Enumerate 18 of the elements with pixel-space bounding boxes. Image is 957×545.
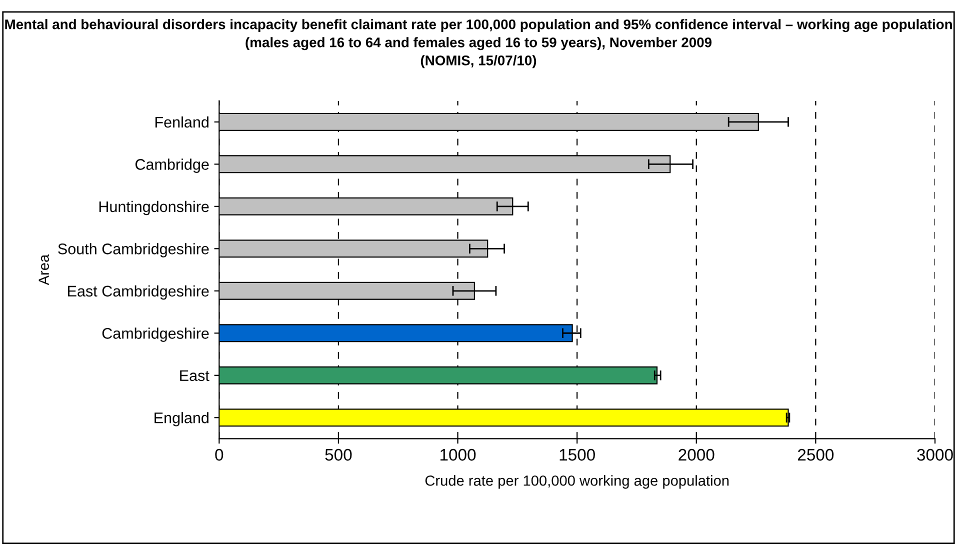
- x-tick-label: 2500: [798, 448, 834, 461]
- x-tick-label: 1000: [440, 448, 476, 461]
- x-tick-label: 2000: [678, 448, 714, 461]
- y-axis-title: Area: [38, 254, 49, 286]
- x-tick-label: 0: [215, 448, 224, 461]
- y-tick-label: South Cambridgeshire: [58, 243, 209, 258]
- x-axis-title: Crude rate per 100,000 working age population: [425, 475, 729, 489]
- x-tick-label: 3000: [917, 448, 953, 461]
- y-tick-label: Cambridgeshire: [102, 328, 209, 342]
- y-tick-label: Fenland: [155, 116, 208, 128]
- y-tick-label: East Cambridgeshire: [68, 285, 209, 300]
- x-tick-label: 1500: [560, 448, 595, 461]
- y-tick-label: England: [154, 412, 208, 426]
- y-tick-label: East: [180, 370, 210, 382]
- x-tick-label: 500: [325, 448, 352, 461]
- y-tick-label: Cambridge: [135, 158, 209, 173]
- chart-title: Mental and behavioural disorders incapacity benefit claimant rate per 100,000 population and 95% confidence interval – working age population (males aged 16 to 64 and females aged 16 to 59 years), November 2009 (NOMIS, 15/07/10): [5, 19, 952, 68]
- y-tick-label: Huntingdonshire: [99, 200, 209, 216]
